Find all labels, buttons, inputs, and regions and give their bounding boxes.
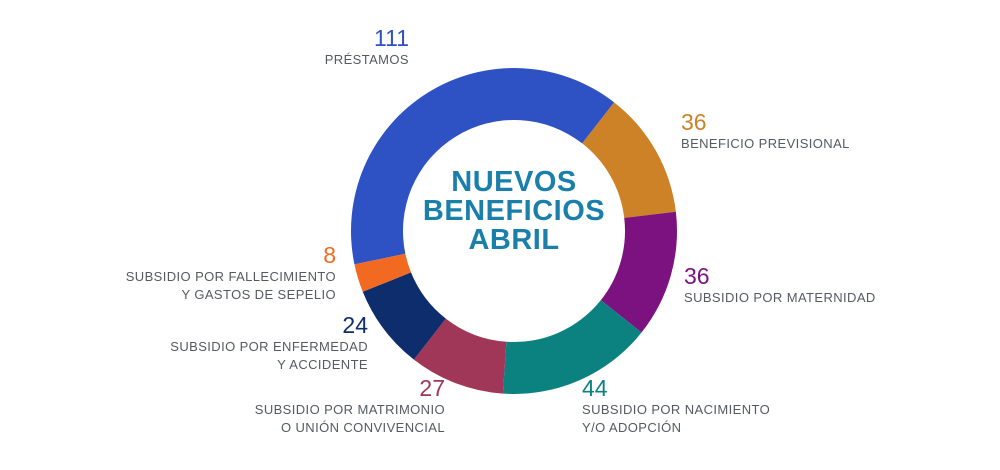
donut-slice-4 [413, 318, 507, 394]
slice-caption: Y ACCIDENTE [277, 357, 368, 372]
slice-caption: SUBSIDIO POR MATERNIDAD [684, 290, 876, 305]
label-prestamos: 111 PRÉSTAMOS [325, 25, 409, 69]
slice-caption: SUBSIDIO POR ENFERMEDAD [170, 339, 368, 354]
chart-title-line-2: BENEFICIOS [422, 195, 606, 227]
slice-value: 36 [684, 263, 710, 289]
label-subsidio-maternidad: 36 SUBSIDIO POR MATERNIDAD [684, 263, 876, 307]
label-subsidio-matrimonio: 27 SUBSIDIO POR MATRIMONIO O UNIÓN CONVI… [255, 375, 445, 437]
donut-slice-6 [354, 253, 412, 292]
label-subsidio-fallecimiento: 8 SUBSIDIO POR FALLECIMIENTO Y GASTOS DE… [126, 242, 336, 304]
label-subsidio-nacimiento: 44 SUBSIDIO POR NACIMIENTO Y/O ADOPCIÓN [582, 375, 770, 437]
label-beneficio-previsional: 36 BENEFICIO PREVISIONAL [681, 109, 850, 153]
slice-value: 24 [342, 312, 368, 338]
chart-title-line-1: NUEVOS [451, 166, 577, 198]
donut-slice-3 [502, 300, 642, 394]
donut-slice-1 [582, 102, 676, 218]
chart-title: NUEVOS BENEFICIOS ABRIL [414, 168, 614, 255]
slice-value: 36 [681, 109, 707, 135]
slice-caption: SUBSIDIO POR NACIMIENTO [582, 402, 771, 417]
slice-value: 27 [419, 375, 445, 401]
slice-value: 111 [374, 25, 409, 51]
slice-value: 44 [582, 375, 608, 401]
slice-value: 8 [323, 242, 336, 268]
donut-slice-5 [362, 272, 446, 360]
slice-caption: SUBSIDIO POR FALLECIMIENTO [125, 269, 336, 284]
slice-caption: Y/O ADOPCIÓN [582, 420, 682, 435]
chart-title-line-3: ABRIL [468, 224, 560, 256]
label-subsidio-enfermedad: 24 SUBSIDIO POR ENFERMEDAD Y ACCIDENTE [170, 312, 368, 374]
slice-caption: SUBSIDIO POR MATRIMONIO [254, 402, 445, 417]
slice-caption: PRÉSTAMOS [324, 52, 409, 67]
donut-slice-0 [351, 68, 615, 265]
slice-caption: Y GASTOS DE SEPELIO [181, 287, 336, 302]
slice-caption: BENEFICIO PREVISIONAL [681, 136, 850, 151]
slice-caption: O UNIÓN CONVIVENCIAL [280, 420, 445, 435]
donut-slice-2 [600, 211, 677, 333]
